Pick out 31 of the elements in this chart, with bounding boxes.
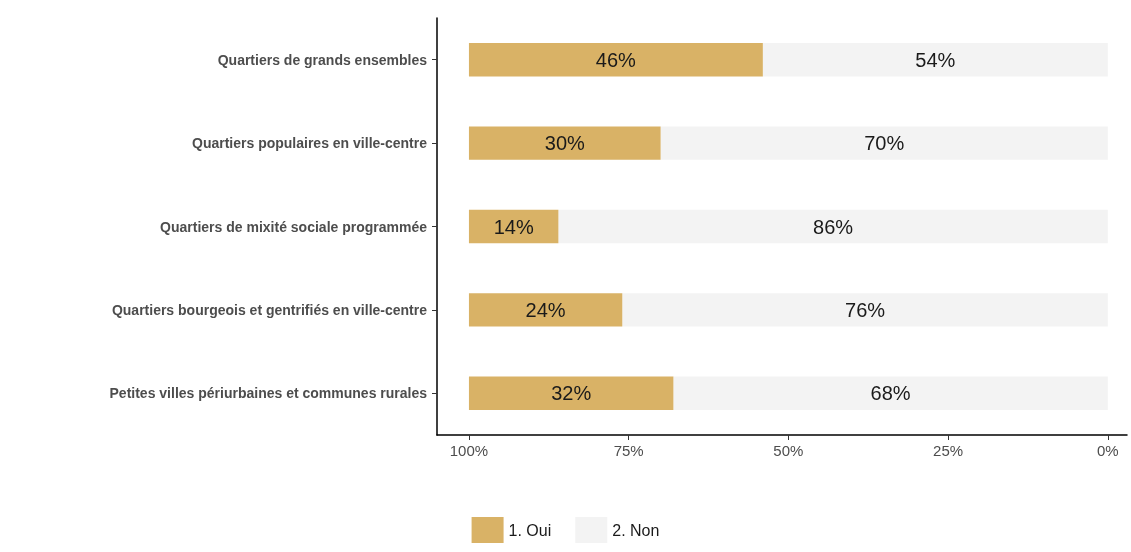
data-label: 68% xyxy=(870,382,911,405)
y-tick-label: Quartiers bourgeois et gentrifiés en ville-centre xyxy=(111,301,428,318)
y-tick-label: Quartiers de mixité sociale programmée xyxy=(160,218,428,235)
data-label: 32% xyxy=(551,382,592,405)
data-label: 46% xyxy=(595,48,637,71)
x-tick-label: 100% xyxy=(449,442,489,459)
y-tick-label: Quartiers populaires en ville-centre xyxy=(192,135,428,152)
bar xyxy=(468,43,763,77)
bar xyxy=(762,43,1108,77)
x-tick-label: 50% xyxy=(773,442,804,459)
data-label: 70% xyxy=(864,132,905,155)
x-tick-label: 25% xyxy=(933,442,964,459)
bar xyxy=(622,293,1108,327)
data-label: 24% xyxy=(525,298,566,321)
y-tick-label: Petites villes périurbaines et communes rurales xyxy=(109,385,428,402)
bar xyxy=(660,126,1108,160)
data-label: 30% xyxy=(544,132,586,155)
x-tick-label: 75% xyxy=(613,442,644,459)
legend-label: 1. Oui xyxy=(508,521,552,539)
bar xyxy=(558,209,1108,244)
bar xyxy=(673,376,1108,410)
legend-label: 2. Non xyxy=(612,521,660,539)
bar xyxy=(468,126,661,160)
bar xyxy=(468,293,623,327)
y-tick-label: Quartiers de grands ensembles xyxy=(217,51,428,68)
data-label: 76% xyxy=(845,298,886,321)
data-label: 86% xyxy=(813,215,854,238)
bar xyxy=(468,376,674,410)
data-label: 54% xyxy=(915,48,956,71)
x-tick-label: 0% xyxy=(1096,442,1119,459)
data-label: 14% xyxy=(493,215,534,238)
